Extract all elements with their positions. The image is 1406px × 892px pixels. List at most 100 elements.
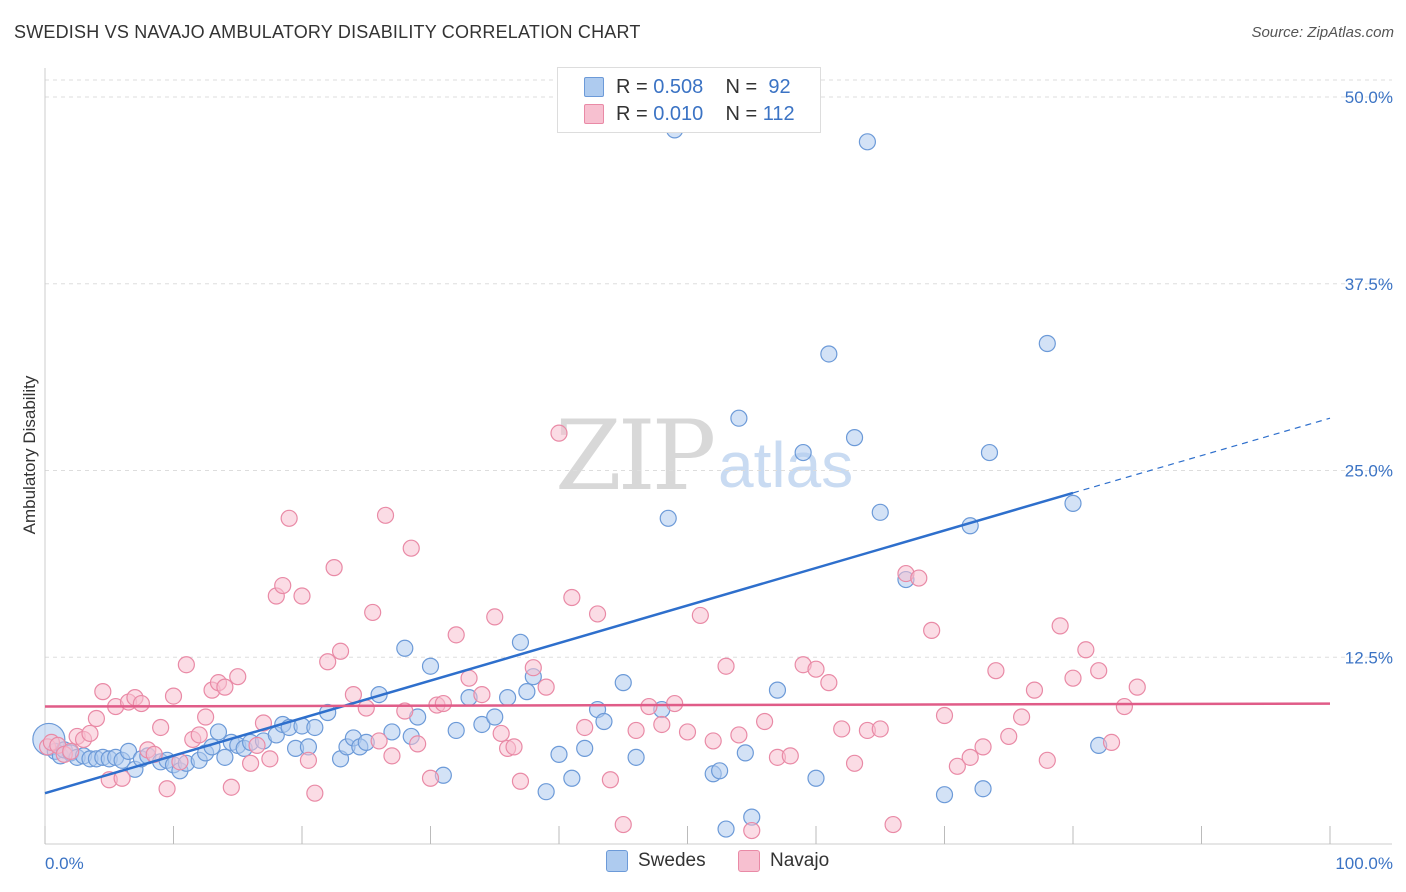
navajo-point (704, 732, 722, 750)
swedes-point (659, 509, 677, 527)
navajo-point (833, 720, 851, 738)
navajo-point (460, 669, 478, 687)
navajo-point (177, 656, 195, 674)
navajo-point (588, 605, 607, 623)
navajo-point (948, 757, 966, 775)
navajo-point (717, 657, 735, 675)
swedes-point (511, 633, 530, 651)
navajo-point (627, 721, 645, 740)
legend-item-swedes[interactable]: Swedes (606, 850, 706, 872)
swedes-point (473, 715, 491, 734)
navajo-point (537, 678, 555, 696)
navajo-legend-icon (738, 850, 760, 872)
navajo-point (935, 706, 954, 725)
navajo-point (402, 539, 420, 557)
navajo-point (421, 769, 440, 787)
legend-r-label: R = (616, 75, 648, 98)
navajo-swatch-icon (584, 104, 604, 124)
navajo-point (524, 659, 542, 677)
swedes-point (209, 723, 228, 741)
navajo-point (640, 697, 658, 716)
navajo-point (473, 685, 491, 704)
navajo-point (383, 747, 401, 765)
navajo-point (357, 699, 375, 717)
navajo-point (370, 732, 388, 750)
navajo-point (807, 660, 825, 678)
swedes-point (736, 744, 754, 762)
navajo-point (1025, 681, 1044, 699)
correlation-legend: R = 0.508 N = 92 R = 0.010 N = 112 (557, 67, 821, 133)
navajo-point (94, 683, 112, 701)
navajo-point (1090, 662, 1108, 680)
navajo-point (910, 569, 928, 587)
swedes-point (794, 443, 812, 462)
navajo-point (492, 724, 510, 743)
navajo-point (132, 694, 150, 713)
navajo-point (1000, 727, 1018, 746)
navajo-point (331, 642, 350, 660)
swedes-point (717, 820, 735, 838)
x-tick-label: 100.0% (1335, 854, 1393, 873)
navajo-point (884, 815, 902, 834)
navajo-point (653, 715, 671, 734)
swedes-point (627, 748, 645, 766)
y-tick-label: 12.5% (1345, 648, 1393, 667)
legend-swedes-label: Swedes (638, 850, 706, 871)
swedes-point (537, 783, 555, 801)
x-tick-label: 0.0% (45, 854, 84, 873)
swedes-trend-extension (1072, 417, 1331, 494)
navajo-point (299, 751, 318, 769)
navajo-point (158, 780, 176, 798)
navajo-point (434, 694, 452, 713)
swedes-point (447, 721, 465, 740)
swedes-point (711, 762, 729, 780)
swedes-point (421, 657, 440, 675)
navajo-point (923, 621, 941, 639)
swedes-point (518, 683, 536, 701)
legend-r-label: R = (616, 102, 648, 125)
swedes-point (499, 688, 517, 707)
swedes-point (576, 739, 594, 757)
swedes-point (980, 443, 999, 462)
legend-r-value: 0.010 (653, 102, 704, 125)
legend-navajo-label: Navajo (770, 850, 830, 871)
navajo-point (81, 724, 99, 743)
navajo-point (576, 718, 594, 737)
navajo-point (222, 778, 240, 796)
navajo-point (601, 771, 620, 789)
navajo-point (164, 687, 183, 705)
swedes-point (216, 748, 234, 766)
navajo-point (871, 720, 889, 738)
navajo-point (274, 576, 292, 595)
navajo-point (376, 506, 395, 524)
navajo-point (666, 694, 684, 713)
swedes-point (730, 409, 748, 427)
navajo-point (1012, 708, 1031, 726)
swedes-point (563, 769, 581, 787)
navajo-point (974, 738, 992, 756)
navajo-point (248, 736, 266, 754)
swedes-point (550, 745, 568, 763)
swedes-point (486, 708, 504, 726)
navajo-point (1051, 617, 1069, 635)
navajo-point (550, 424, 568, 442)
chart-title: SWEDISH VS NAVAJO AMBULATORY DISABILITY … (14, 22, 641, 42)
navajo-point (845, 754, 864, 772)
y-tick-label: 25.0% (1345, 462, 1393, 481)
navajo-point (197, 708, 215, 726)
y-tick-label: 50.0% (1345, 88, 1393, 107)
series-legend: Swedes Navajo (0, 850, 1406, 878)
swedes-point (871, 503, 889, 521)
swedes-point (306, 718, 324, 737)
swedes-point (820, 345, 838, 363)
legend-n-value: 112 (762, 102, 795, 125)
navajo-point (820, 674, 838, 692)
navajo-point (280, 509, 298, 527)
navajo-point (242, 754, 260, 772)
navajo-point (486, 608, 504, 626)
source-label: Source: ZipAtlas.com (1251, 24, 1394, 41)
legend-item-navajo[interactable]: Navajo (738, 850, 829, 872)
navajo-trend-line (44, 702, 1331, 708)
legend-n-label: N = (725, 75, 758, 98)
